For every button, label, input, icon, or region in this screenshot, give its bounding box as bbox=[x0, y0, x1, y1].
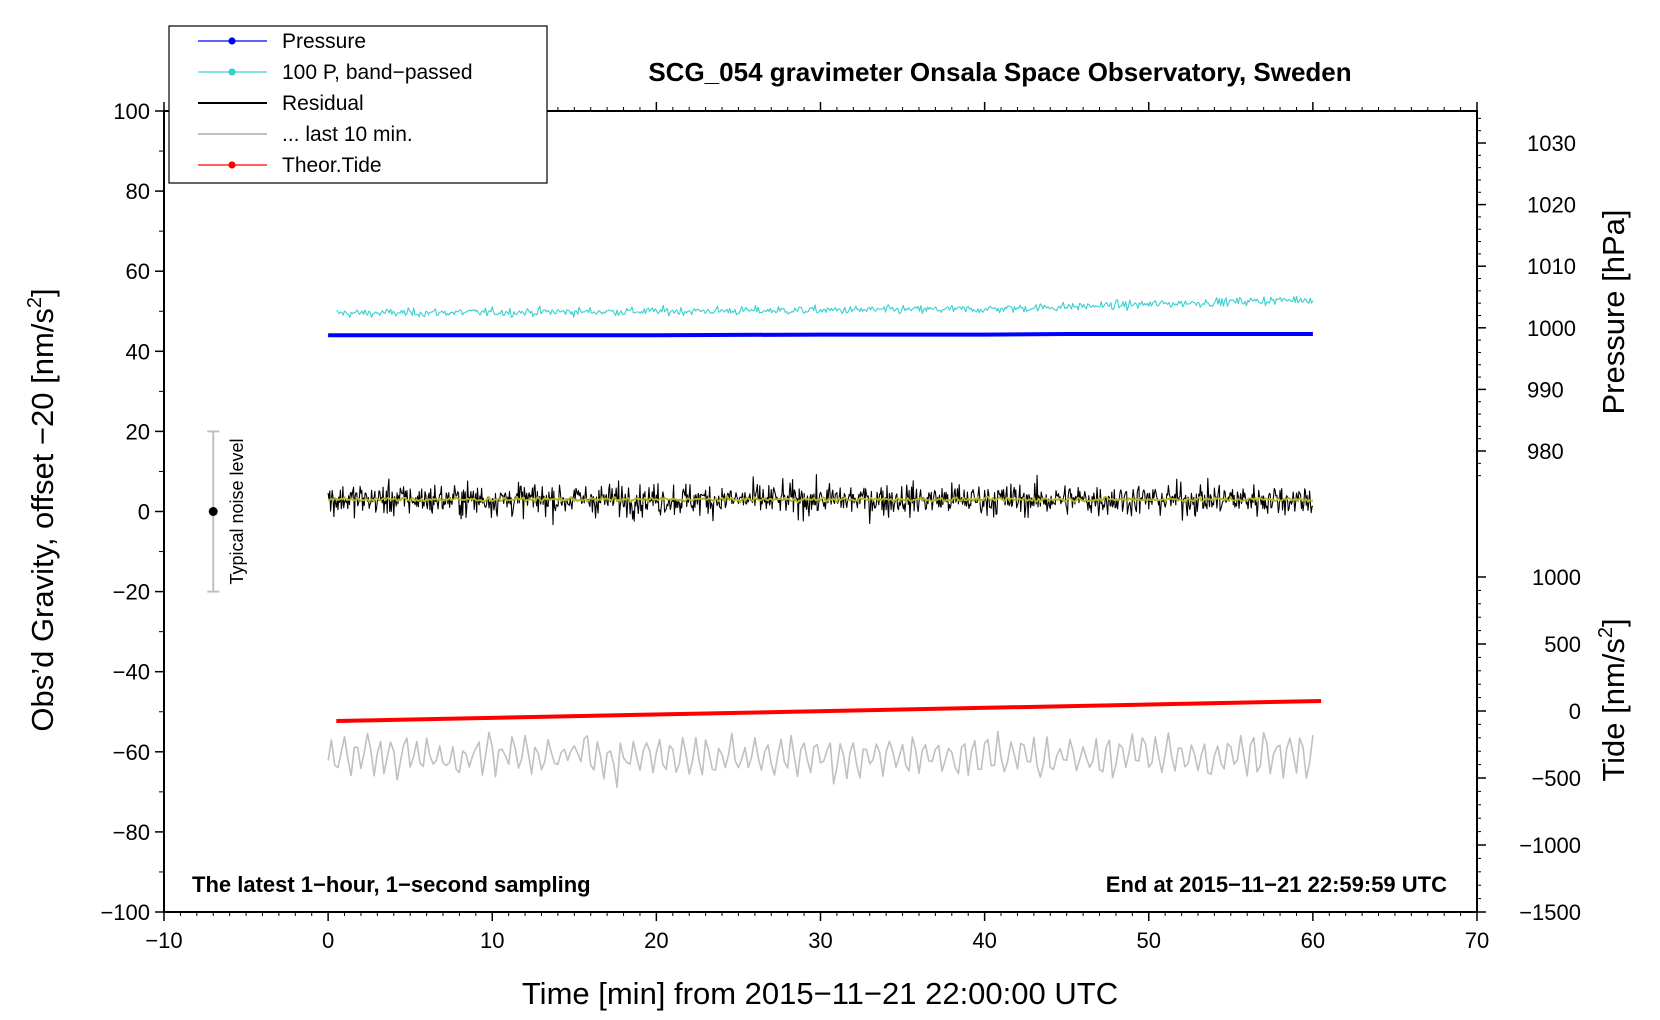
legend-marker bbox=[228, 161, 236, 169]
x-tick-label: 60 bbox=[1301, 928, 1325, 953]
plot-lines bbox=[327, 295, 1322, 789]
legend-label: Pressure bbox=[282, 30, 366, 53]
legend-label: Residual bbox=[282, 92, 364, 115]
pressure-tick-label: 1020 bbox=[1527, 193, 1576, 218]
tide-tick-label: −1500 bbox=[1519, 900, 1581, 925]
legend-marker bbox=[228, 68, 236, 76]
tide-tick-label: −500 bbox=[1531, 766, 1581, 791]
pressure-tick-label: 980 bbox=[1527, 439, 1564, 464]
series-residual bbox=[327, 473, 1314, 526]
series-residual-smoothed bbox=[328, 494, 1313, 504]
plot-frame bbox=[163, 110, 1478, 913]
tide-tick-label: 0 bbox=[1569, 699, 1581, 724]
pressure-tick-label: 1030 bbox=[1527, 131, 1576, 156]
tide-tick-label: 500 bbox=[1544, 632, 1581, 657]
x-axis-label: Time [min] from 2015−11−21 22:00:00 UTC bbox=[522, 976, 1118, 1011]
x-tick-label: −10 bbox=[145, 928, 182, 953]
x-tick-label: 30 bbox=[808, 928, 832, 953]
x-tick-label: 50 bbox=[1137, 928, 1161, 953]
y-tick-label: −20 bbox=[113, 580, 150, 605]
series-100-p-band-passed bbox=[336, 295, 1314, 318]
note-right: End at 2015−11−21 22:59:59 UTC bbox=[1106, 872, 1447, 897]
tide-tick-label: −1000 bbox=[1519, 833, 1581, 858]
y-tick-label: −100 bbox=[100, 900, 150, 925]
axis-ticks: −10 0 10 20 30 40 50 60 70−100−80−60−40−20020406… bbox=[100, 99, 1581, 953]
legend-label: Theor.Tide bbox=[282, 154, 382, 177]
x-tick-label: 10 bbox=[480, 928, 504, 953]
chart-title: SCG_054 gravimeter Onsala Space Observat… bbox=[648, 57, 1351, 87]
y-tick-label: 100 bbox=[113, 99, 150, 124]
series-pressure bbox=[328, 332, 1313, 338]
noise-center-dot bbox=[208, 507, 218, 516]
noise-label: Typical noise level bbox=[227, 438, 247, 584]
y-tick-label: 20 bbox=[126, 419, 150, 444]
tide-tick-label: 1000 bbox=[1532, 565, 1581, 590]
y-axis-label-left: Obs’d Gravity, offset −20 [nm/s2] bbox=[24, 288, 60, 731]
legend: Pressure 100 P, band−passed Residual ... la… bbox=[168, 25, 548, 184]
y-axis-label-pressure: Pressure [hPa] bbox=[1596, 209, 1631, 414]
x-tick-label: 70 bbox=[1465, 928, 1489, 953]
legend-label: 100 P, band−passed bbox=[282, 61, 473, 84]
pressure-tick-label: 990 bbox=[1527, 377, 1564, 402]
y-tick-label: 40 bbox=[126, 339, 150, 364]
legend-marker bbox=[228, 37, 236, 45]
series-last-10-min bbox=[327, 730, 1314, 789]
noise-level-indicator: Typical noise level bbox=[207, 430, 247, 593]
pressure-tick-label: 1000 bbox=[1527, 316, 1576, 341]
y-tick-label: 80 bbox=[126, 179, 150, 204]
y-tick-label: −40 bbox=[113, 660, 150, 685]
y-tick-label: −60 bbox=[113, 740, 150, 765]
pressure-tick-label: 1010 bbox=[1527, 254, 1576, 279]
x-tick-label: 40 bbox=[972, 928, 996, 953]
y-tick-label: −80 bbox=[113, 820, 150, 845]
x-tick-label: 20 bbox=[644, 928, 668, 953]
legend-box bbox=[168, 25, 548, 184]
y-axis-label-tide: Tide [nm/s2] bbox=[1595, 618, 1631, 781]
note-left: The latest 1−hour, 1−second sampling bbox=[192, 872, 591, 897]
y-tick-label: 0 bbox=[138, 500, 150, 525]
series-theor-tide bbox=[336, 699, 1322, 723]
legend-label: ... last 10 min. bbox=[282, 123, 413, 146]
y-tick-label: 60 bbox=[126, 259, 150, 284]
x-tick-label: 0 bbox=[322, 928, 334, 953]
